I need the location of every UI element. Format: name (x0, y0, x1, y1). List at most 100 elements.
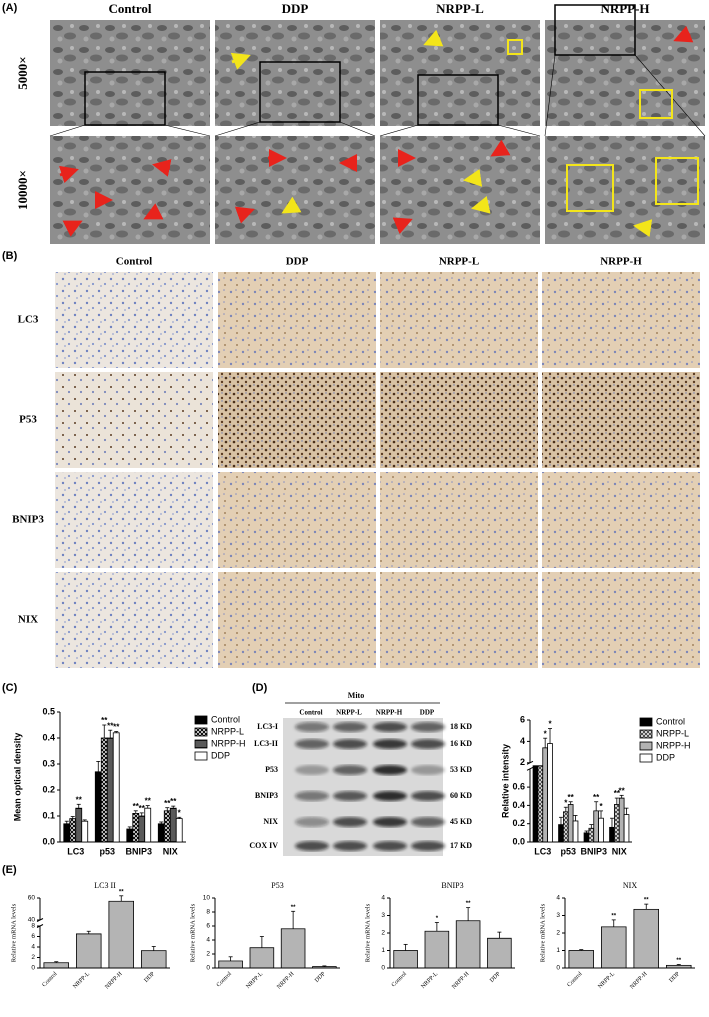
band (333, 817, 367, 827)
bar (567, 804, 574, 843)
column-header: DDP (286, 256, 309, 268)
bar (132, 813, 140, 843)
band-label: P53 (265, 765, 278, 774)
y-axis-label: Relative mRNA levels (364, 903, 371, 962)
bar (633, 908, 660, 969)
micrograph (215, 20, 375, 126)
x-tick-label: NRPP-L (245, 971, 264, 990)
band (295, 791, 329, 801)
column-header: NRPP-H (600, 256, 642, 268)
y-tick-label: 0.3 (42, 758, 55, 768)
bar (249, 947, 275, 969)
ihc-image (218, 372, 376, 468)
lane-label: NRPP-H (376, 709, 403, 717)
arrow (633, 219, 653, 238)
bar (126, 828, 134, 843)
bar (280, 928, 306, 969)
micrograph (380, 20, 540, 126)
column-header: NRPP-L (439, 256, 479, 268)
panel-label: (C) (2, 682, 18, 694)
bar (598, 817, 604, 843)
band-label: LC3-I (257, 722, 278, 731)
y-axis-label: Mean optical density (12, 733, 22, 822)
significance: ** (611, 913, 616, 919)
panel-label: (A) (2, 2, 18, 14)
row-header: 5000× (15, 56, 30, 89)
lane-label: NRPP-L (336, 709, 362, 717)
band (373, 739, 407, 749)
x-tick-label: DDP (489, 971, 502, 984)
legend-label: NRPP-L (656, 728, 689, 738)
band (333, 765, 367, 775)
zoom-box (554, 4, 636, 56)
y-tick-label: 1 (381, 947, 385, 954)
bar (583, 832, 590, 843)
x-tick-label: BNIP3 (125, 846, 152, 856)
x-tick-label: NRPP-H (104, 971, 124, 991)
arrow (234, 206, 255, 224)
band (333, 841, 367, 851)
legend-swatch (194, 727, 208, 737)
y-tick-label: 3 (556, 912, 560, 919)
band (295, 765, 329, 775)
bar (588, 827, 595, 843)
bar (106, 737, 114, 843)
band (295, 722, 329, 732)
x-tick-label: p53 (560, 846, 576, 856)
significance: * (436, 916, 439, 922)
y-tick-label: 3 (381, 912, 385, 919)
panel-label: (B) (2, 250, 18, 262)
bar (108, 900, 135, 969)
band-label: BNIP3 (255, 791, 278, 800)
bar (563, 811, 569, 843)
x-tick-label: NRPP-H (629, 971, 649, 991)
chart-title: LC3 II (94, 881, 116, 890)
x-tick-label: NRPP-L (420, 971, 439, 990)
significance: ** (568, 793, 575, 802)
significance: ** (593, 793, 600, 802)
zoom-box (259, 61, 341, 123)
bar (568, 950, 595, 969)
y-tick-label: 2 (31, 954, 35, 961)
band (411, 791, 445, 801)
bar (81, 820, 89, 843)
bar (100, 737, 108, 843)
y-tick-label: 0.2 (42, 784, 55, 794)
annotations (58, 25, 699, 238)
column-header: DDP (282, 1, 309, 16)
micrograph (50, 136, 210, 244)
bar (424, 930, 450, 969)
band-label: COX IV (249, 841, 278, 850)
legend-label: NRPP-H (656, 740, 691, 750)
y-tick-label: 2 (381, 930, 385, 937)
y-tick-label: 8 (31, 923, 35, 930)
bar (487, 937, 512, 969)
micrograph (380, 136, 540, 244)
legend-label: DDP (211, 750, 230, 760)
y-tick-label: 1 (556, 947, 560, 954)
bar (547, 743, 553, 843)
bar (43, 962, 70, 969)
bar (157, 823, 165, 843)
y-axis-label: Relative intensity (500, 744, 510, 818)
arrow (392, 217, 413, 235)
arrow (471, 196, 491, 214)
bar (618, 797, 625, 843)
significance: ** (291, 905, 296, 911)
zoom-line (634, 54, 706, 137)
band (333, 722, 367, 732)
bar (609, 826, 615, 843)
chart-title: P53 (271, 881, 283, 890)
bar (76, 933, 102, 969)
y-tick-label: 8 (206, 909, 210, 916)
column-header: Control (108, 1, 151, 16)
significance: ** (614, 789, 621, 798)
arrow (143, 203, 164, 220)
bar (572, 820, 579, 843)
y-tick-label: 60 (28, 895, 36, 902)
significance: ** (139, 804, 146, 813)
band-label: NIX (263, 817, 278, 826)
bar (601, 926, 627, 969)
x-tick-label: NRPP-L (72, 971, 91, 990)
legend-label: Control (211, 714, 240, 724)
